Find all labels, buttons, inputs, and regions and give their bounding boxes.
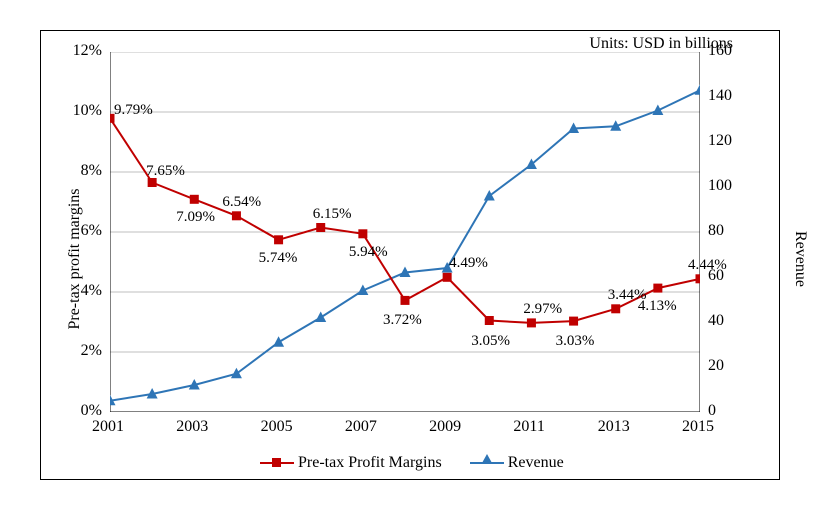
series-line [110,90,700,401]
y-right-tick-label: 40 [708,312,724,330]
y-right-tick-label: 80 [708,222,724,240]
plot-area [110,52,700,412]
chart-svg [110,52,700,412]
data-label: 3.05% [471,333,510,350]
square-marker-icon [401,296,410,305]
legend-item-profit: Pre-tax Profit Margins [260,454,442,472]
legend-label-revenue: Revenue [508,454,564,472]
triangle-marker-icon [315,312,326,323]
data-label: 3.03% [556,333,595,350]
y-left-tick-label: 10% [73,102,102,120]
y-right-tick-label: 160 [708,42,732,60]
legend-label-profit: Pre-tax Profit Margins [298,454,442,472]
y-right-tick-label: 140 [708,87,732,105]
square-marker-icon [272,458,281,467]
data-label: 6.54% [222,194,261,211]
square-marker-icon [527,318,536,327]
square-marker-icon [274,235,283,244]
legend-item-revenue: Revenue [470,454,564,472]
x-tick-label: 2015 [682,418,714,436]
y-right-axis-label: Revenue [791,179,809,339]
data-label: 9.79% [114,102,153,119]
square-marker-icon [696,274,701,283]
data-label: 4.44% [688,257,727,274]
y-left-axis-label: Pre-tax profit margins [66,159,84,359]
square-marker-icon [569,317,578,326]
x-tick-label: 2007 [345,418,377,436]
y-left-tick-label: 8% [81,162,102,180]
triangle-marker-icon [695,84,701,95]
square-marker-icon [232,211,241,220]
triangle-marker-icon [482,454,492,463]
x-tick-label: 2003 [176,418,208,436]
square-marker-icon [611,304,620,313]
x-tick-label: 2001 [92,418,124,436]
data-label: 4.49% [449,255,488,272]
triangle-marker-icon [273,336,284,347]
triangle-marker-icon [231,368,242,379]
x-tick-label: 2011 [513,418,544,436]
square-marker-icon [316,223,325,232]
y-right-tick-label: 120 [708,132,732,150]
y-left-tick-label: 2% [81,342,102,360]
y-right-tick-label: 20 [708,357,724,375]
y-left-tick-label: 4% [81,282,102,300]
square-marker-icon [653,284,662,293]
data-label: 7.09% [176,209,215,226]
square-marker-icon [443,273,452,282]
square-marker-icon [358,229,367,238]
x-tick-label: 2013 [598,418,630,436]
x-tick-label: 2005 [261,418,293,436]
data-label: 5.94% [349,244,388,261]
data-label: 5.74% [259,250,298,267]
y-left-tick-label: 6% [81,222,102,240]
triangle-marker-icon [484,190,495,201]
data-label: 7.65% [146,163,185,180]
data-label: 2.97% [523,301,562,318]
legend: Pre-tax Profit Margins Revenue [260,454,564,472]
data-label: 6.15% [313,206,352,223]
data-label: 3.72% [383,312,422,329]
x-tick-label: 2009 [429,418,461,436]
y-left-tick-label: 12% [73,42,102,60]
data-label: 4.13% [638,298,677,315]
square-marker-icon [190,195,199,204]
square-marker-icon [485,316,494,325]
y-right-tick-label: 100 [708,177,732,195]
legend-line-revenue [470,462,504,464]
legend-line-profit [260,462,294,464]
